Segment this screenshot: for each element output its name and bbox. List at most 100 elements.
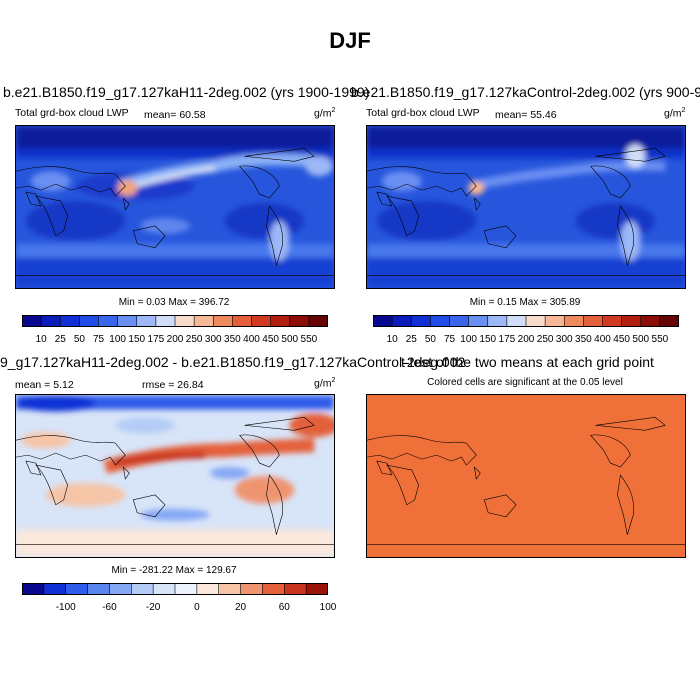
colorbar-tick-label: 350 <box>575 334 592 345</box>
panel2-title: b.e21.B1850.f19_g17.127kaControl-2deg.00… <box>351 84 700 100</box>
colorbar-swatch <box>564 315 584 327</box>
panel3-map <box>15 394 335 558</box>
colorbar-tick-label: 500 <box>281 334 299 345</box>
colorbar-tick-label: 50 <box>73 334 85 345</box>
colorbar-tick-label: 25 <box>54 334 66 345</box>
panel1-map <box>15 125 335 289</box>
colorbar-tick-label: 25 <box>405 334 417 345</box>
colorbar-tick-label: 350 <box>224 334 241 345</box>
colorbar-tick-label: -100 <box>55 602 76 613</box>
panel1-colorbar: 10 25 50 75 100 150 175 200 250 300 350 400 450 500 55… <box>22 314 329 346</box>
colorbar-swatch <box>270 315 291 327</box>
colorbar-tick-label: 100 <box>319 602 337 613</box>
colorbar-swatch <box>306 583 329 595</box>
colorbar-tick-label: 175 <box>147 334 165 345</box>
colorbar-swatch <box>240 583 263 595</box>
colorbar-swatch <box>487 315 508 327</box>
panel2-colorbar: 10 25 50 75 100 150 175 200 250 300 350 400 450 500 55… <box>373 314 680 346</box>
colorbar-tick-label: 60 <box>278 602 290 613</box>
colorbar-tick-label: 200 <box>166 334 184 345</box>
colorbar-tick-label: -60 <box>102 602 117 613</box>
colorbar-swatch <box>545 315 565 327</box>
panel3-units: g/m2 <box>314 377 336 390</box>
colorbar-tick-label: 300 <box>204 334 222 345</box>
colorbar-swatch <box>373 315 393 327</box>
colorbar-swatch <box>136 315 157 327</box>
colorbar-swatch <box>65 583 88 595</box>
colorbar-swatch <box>602 315 622 327</box>
colorbar-tick-label: 0 <box>194 602 200 613</box>
colorbar-tick-label: 75 <box>92 334 105 345</box>
colorbar-tick-label: 50 <box>424 334 436 345</box>
colorbar-swatch <box>22 583 45 595</box>
colorbar-tick-label: 500 <box>632 334 650 345</box>
colorbar-swatch <box>213 315 233 327</box>
colorbar-tick-label: 300 <box>555 334 573 345</box>
panel4-title: t-test of the two means at each grid poi… <box>401 354 654 370</box>
colorbar-swatch <box>79 315 99 327</box>
colorbar-tick-label: 550 <box>651 334 669 345</box>
colorbar-swatch <box>117 315 138 327</box>
colorbar-swatch <box>449 315 469 327</box>
panel1-title: b.e21.B1850.f19_g17.127kaH11-2deg.002 (y… <box>3 84 370 100</box>
colorbar-tick-label: 200 <box>517 334 535 345</box>
colorbar-swatch <box>43 583 67 595</box>
colorbar-swatch <box>196 583 220 595</box>
panel2-minmax: Min = 0.15 Max = 305.89 <box>469 297 581 308</box>
colorbar-swatch <box>289 315 310 327</box>
colorbar-tick-label: 10 <box>35 334 47 345</box>
colorbar-swatch <box>131 583 154 595</box>
colorbar-swatch <box>153 583 176 595</box>
colorbar-swatch <box>109 583 132 595</box>
panel3-mean: mean = 5.12 <box>15 379 74 391</box>
colorbar-swatch <box>284 583 307 595</box>
colorbar-tick-label: 450 <box>613 334 630 345</box>
panel4-subtitle: Colored cells are significant at the 0.0… <box>427 377 623 388</box>
colorbar-tick-label: 400 <box>243 334 260 345</box>
colorbar-tick-label: 20 <box>235 602 247 613</box>
colorbar-tick-label: 250 <box>536 334 554 345</box>
colorbar-swatch <box>60 315 80 327</box>
colorbar-tick-label: 75 <box>443 334 456 345</box>
colorbar-tick-label: 175 <box>498 334 516 345</box>
colorbar-tick-label: -20 <box>145 602 161 613</box>
panel3-rmse: rmse = 26.84 <box>142 379 204 391</box>
colorbar-swatch <box>22 315 42 327</box>
colorbar-tick-label: 150 <box>128 334 146 345</box>
panel3-minmax: Min = -281.22 Max = 129.67 <box>111 565 237 576</box>
colorbar-tick-label: 250 <box>185 334 203 345</box>
colorbar-swatch <box>41 315 61 327</box>
colorbar-swatch <box>583 315 603 327</box>
panel3-title: 9_g17.127kaH11-2deg.002 - b.e21.B1850.f1… <box>0 354 466 370</box>
colorbar-tick-label: 100 <box>109 334 126 345</box>
colorbar-swatch <box>468 315 489 327</box>
colorbar-swatch <box>640 315 661 327</box>
panel1-variable-label: Total grd-box cloud LWP <box>15 107 129 119</box>
colorbar-swatch <box>621 315 642 327</box>
panel2-map <box>366 125 686 289</box>
colorbar-swatch <box>308 315 329 327</box>
panel1-units: g/m2 <box>314 107 336 120</box>
colorbar-swatch <box>526 315 546 327</box>
colorbar-swatch <box>251 315 271 327</box>
colorbar-tick-label: 550 <box>300 334 318 345</box>
panel4-map <box>366 394 686 558</box>
figure-title: DJF <box>329 28 371 53</box>
colorbar-tick-label: 10 <box>386 334 398 345</box>
colorbar-swatch <box>98 315 118 327</box>
panel1-minmax: Min = 0.03 Max = 396.72 <box>118 297 230 308</box>
colorbar-swatch <box>175 315 195 327</box>
colorbar-swatch <box>218 583 241 595</box>
colorbar-tick-label: 400 <box>594 334 611 345</box>
colorbar-swatch <box>411 315 431 327</box>
colorbar-swatch <box>506 315 527 327</box>
colorbar-swatch <box>430 315 450 327</box>
panel3-colorbar: -100 -60 -20 0 20 60 100 <box>22 582 336 614</box>
colorbar-tick-label: 450 <box>262 334 279 345</box>
colorbar-swatch <box>232 315 252 327</box>
colorbar-swatch <box>175 583 198 595</box>
panel2-units: g/m2 <box>664 107 686 120</box>
colorbar-tick-label: 150 <box>479 334 497 345</box>
panel2-variable-label: Total grd-box cloud LWP <box>366 107 480 119</box>
colorbar-swatch <box>87 583 110 595</box>
